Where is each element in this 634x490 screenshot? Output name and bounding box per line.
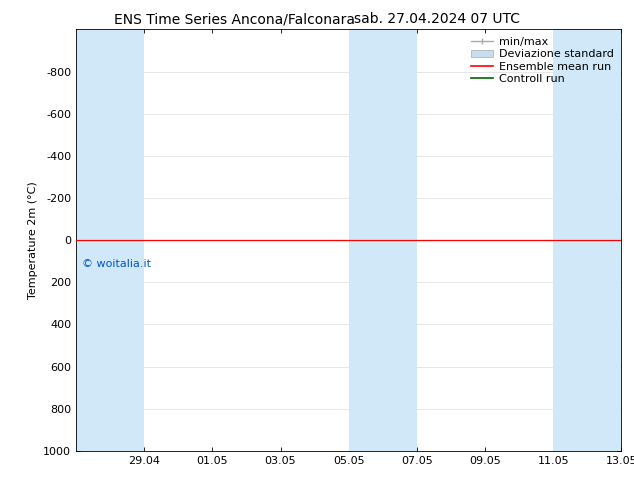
Text: ENS Time Series Ancona/Falconara: ENS Time Series Ancona/Falconara <box>114 12 355 26</box>
Bar <box>553 29 621 451</box>
Y-axis label: Temperature 2m (°C): Temperature 2m (°C) <box>28 181 37 299</box>
Bar <box>76 29 144 451</box>
Bar <box>349 29 417 451</box>
Text: © woitalia.it: © woitalia.it <box>82 259 150 269</box>
Legend: min/max, Deviazione standard, Ensemble mean run, Controll run: min/max, Deviazione standard, Ensemble m… <box>469 35 616 86</box>
Text: sab. 27.04.2024 07 UTC: sab. 27.04.2024 07 UTC <box>354 12 520 26</box>
